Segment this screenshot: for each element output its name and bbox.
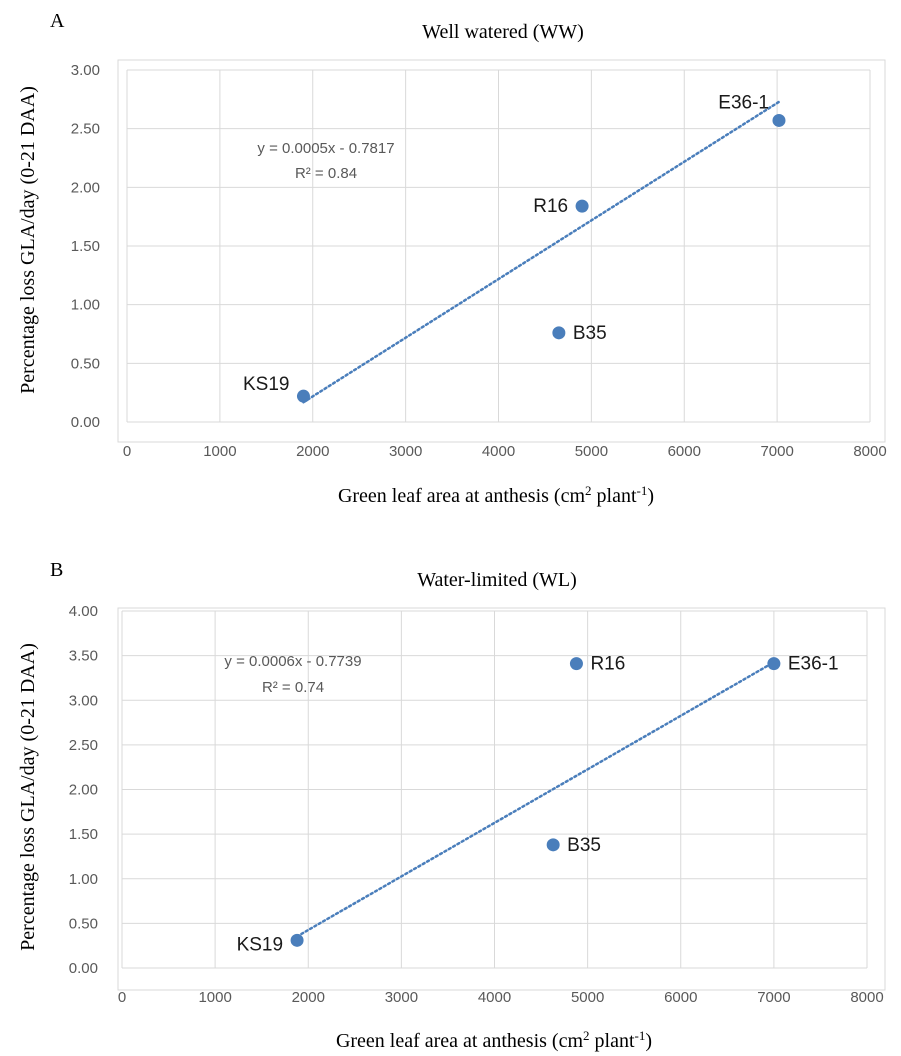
r-squared-a: R² = 0.84 [295,165,357,182]
chart-title-b: Water-limited (WL) [417,569,577,591]
x-tick-label: 0 [123,443,131,460]
y-tick-label: 0.00 [69,960,98,977]
data-point-label: R16 [590,654,625,675]
data-point-e36-1 [767,657,781,671]
x-axis-label-a-part-1: Green leaf area at anthesis (cm [338,485,586,507]
plot-area-a: 0 1000 2000 3000 4000 5000 6000 7000 8000 0.00 0.5… [71,59,887,460]
plot-area-b: 0 1000 2000 3000 4000 5000 6000 7000 8000 0.00 0.5… [69,603,886,1006]
data-point-r16 [569,657,583,671]
y-tick-label: 2.00 [69,782,98,799]
data-point-ks19 [296,389,310,403]
data-point-label: KS19 [237,934,283,955]
x-axis-label-a-part-3: ) [647,485,654,507]
panel-label-b: B [50,559,63,581]
y-tick-label: 2.50 [71,121,100,138]
data-point-label: KS19 [243,374,289,395]
chart-frame-a [117,59,886,443]
x-axis-label-b-sup-2: -1 [635,1028,646,1043]
y-axis-label-a: Percentage loss GLA/day (0-21 DAA) [17,86,39,394]
trendline-a [302,100,781,404]
y-axis-label-b: Percentage loss GLA/day (0-21 DAA) [17,643,39,951]
trendline-b [295,660,776,938]
x-axis-label-b-part-1: Green leaf area at anthesis (cm [336,1030,584,1052]
y-tick-label: 0.50 [71,355,100,372]
data-point-label: B35 [573,323,607,344]
x-tick-label: 1000 [198,989,231,1006]
x-tick-label: 7000 [757,989,790,1006]
y-tick-label: 3.00 [69,692,98,709]
x-tick-label: 4000 [482,443,515,460]
x-tick-label: 7000 [760,443,793,460]
data-point-label: E36-1 [788,654,839,675]
data-point-ks19 [290,933,304,947]
x-tick-label: 6000 [664,989,697,1006]
y-tick-label: 3.50 [69,648,98,665]
x-tick-label: 8000 [850,989,883,1006]
data-point-label: B35 [567,835,601,856]
chart-frame-b [117,607,886,991]
data-point-r16 [575,199,589,213]
panel-label-a: A [50,10,65,32]
y-tick-label: 1.00 [69,871,98,888]
x-axis-label-b-sup-1: 2 [583,1028,590,1043]
trendline-equation-b: y = 0.0006x - 0.7739 [224,653,361,670]
x-tick-label: 4000 [478,989,511,1006]
y-tick-label: 2.50 [69,737,98,754]
trendline-equation-a: y = 0.0005x - 0.7817 [257,140,394,157]
y-tick-label: 1.50 [69,826,98,843]
x-tick-label: 8000 [853,443,886,460]
y-tick-label: 4.00 [69,603,98,620]
x-axis-label-a: Green leaf area at anthesis (cm2 plant-1… [338,483,654,507]
r-squared-b: R² = 0.74 [262,679,324,696]
x-tick-label: 5000 [571,989,604,1006]
y-tick-label: 0.00 [71,414,100,431]
y-tick-label: 1.00 [71,297,100,314]
y-tick-label: 0.50 [69,915,98,932]
data-point-label: R16 [533,196,568,217]
x-axis-label-a-part-2: plant [592,485,637,507]
data-point-b35 [552,326,566,340]
x-tick-label: 6000 [668,443,701,460]
x-axis-label-b: Green leaf area at anthesis (cm2 plant-1… [336,1028,652,1052]
chart-panel-a: A Well watered (WW) Percentage loss GLA/… [17,10,887,507]
y-tick-label: 1.50 [71,238,100,255]
x-axis-label-a-sup-1: 2 [585,483,592,498]
data-point-b35 [546,838,560,852]
data-point-label: E36-1 [718,92,769,113]
x-tick-label: 2000 [292,989,325,1006]
y-tick-label: 2.00 [71,179,100,196]
x-tick-label: 5000 [575,443,608,460]
x-tick-label: 3000 [389,443,422,460]
x-axis-label-a-sup-2: -1 [637,483,648,498]
x-tick-label: 1000 [203,443,236,460]
x-tick-label: 2000 [296,443,329,460]
chart-title-a: Well watered (WW) [422,21,584,43]
x-tick-label: 0 [118,989,126,1006]
x-axis-label-b-part-3: ) [645,1030,652,1052]
data-point-e36-1 [772,113,786,127]
y-tick-label: 3.00 [71,62,100,79]
x-axis-label-b-part-2: plant [590,1030,635,1052]
chart-panel-b: B Water-limited (WL) Percentage loss GLA… [17,559,886,1052]
x-tick-label: 3000 [385,989,418,1006]
